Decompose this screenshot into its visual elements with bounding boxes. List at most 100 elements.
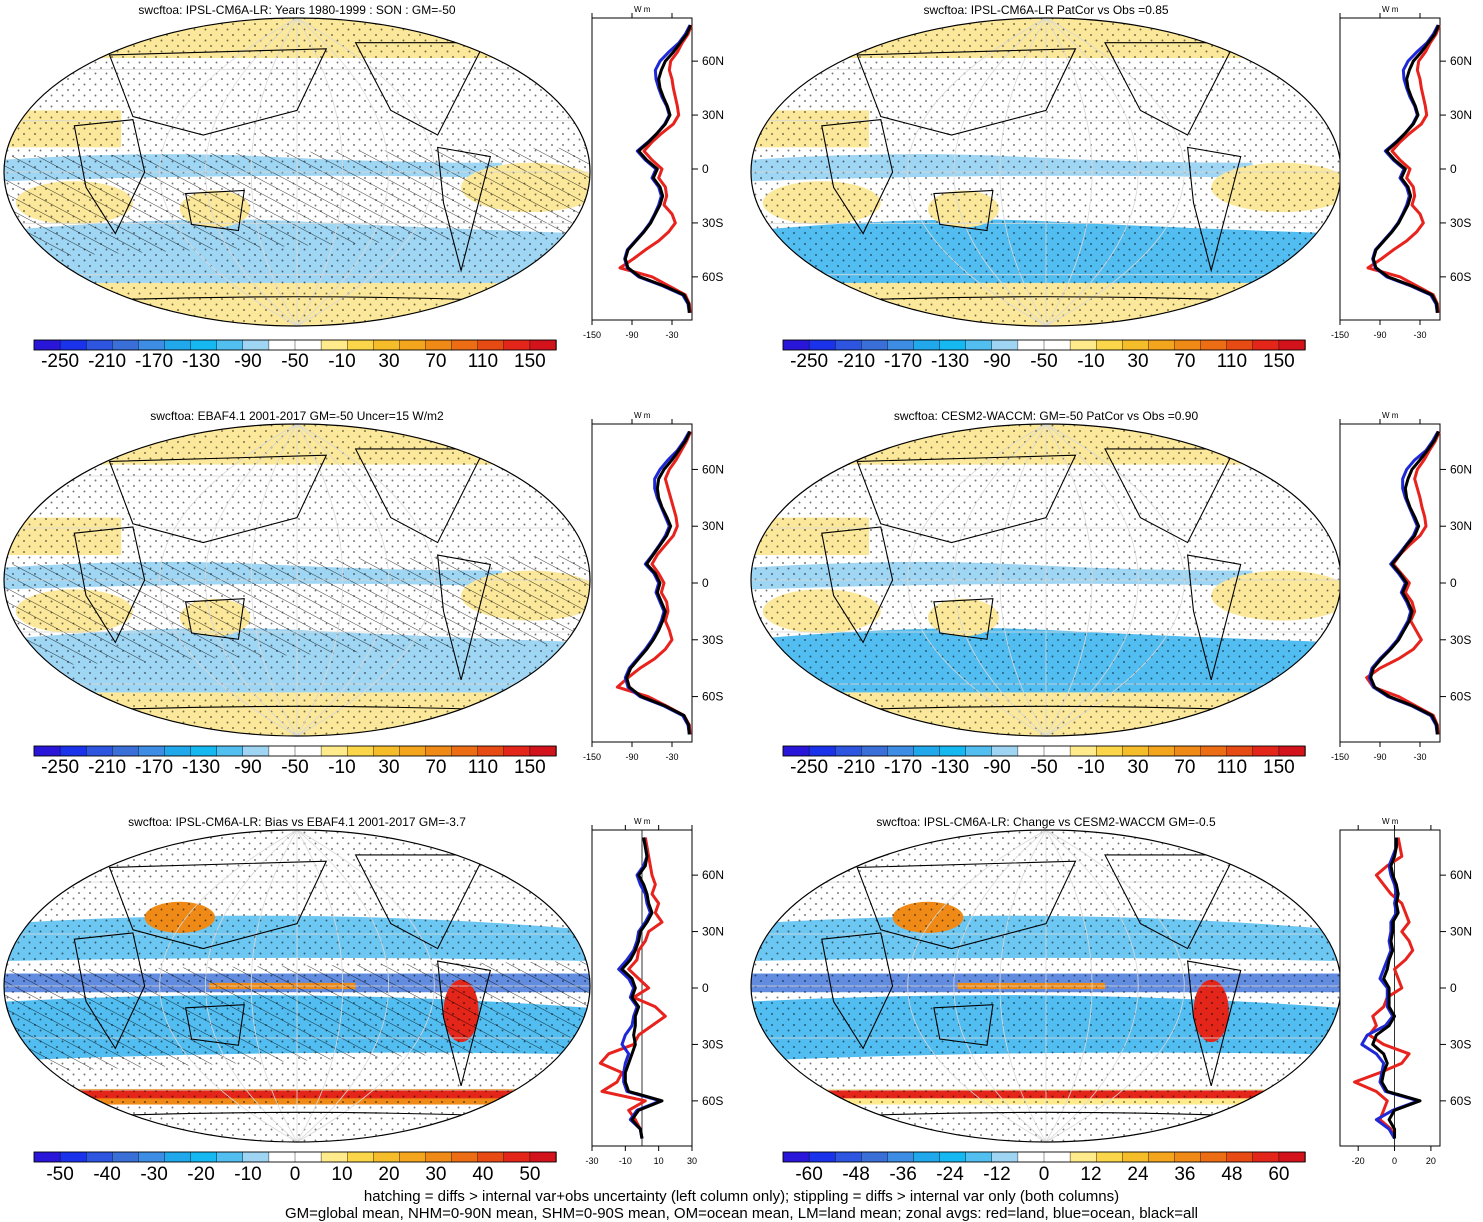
colorbar-swatch [939, 1151, 967, 1163]
colorbar-swatch [1226, 1151, 1254, 1163]
colorbar-tick-label: -250 [790, 757, 828, 778]
colorbar-swatch [477, 339, 505, 351]
map-title: swcftoa: IPSL-CM6A-LR PatCor vs Obs =0.8… [923, 3, 1168, 17]
colorbar-tick-label: 150 [514, 351, 546, 372]
graticule-lon [907, 424, 1047, 736]
map-panel [750, 829, 1342, 1143]
zonal-mean-panel: 60N 30N 0 30S 60S -150 -90 -30 W m [1331, 5, 1472, 340]
colorbar-frame [33, 745, 557, 757]
zonal-ytick-label: 60S [1450, 270, 1471, 284]
colorbar-swatch [373, 1151, 401, 1163]
colorbar-swatch [425, 1151, 453, 1163]
colorbar-swatch [268, 745, 296, 757]
graticule-lon [205, 424, 298, 736]
colorbar-tick-label: -50 [46, 1164, 73, 1185]
colorbar-tick-label: -50 [1030, 757, 1057, 778]
colorbar-swatch [399, 339, 427, 351]
colorbar-tick-label: 30 [1127, 351, 1148, 372]
colorbar-swatch [1017, 1151, 1045, 1163]
colorbar-tick-label: -90 [234, 757, 261, 778]
graticule-lon [953, 424, 1047, 736]
colorbar-tick-label: -170 [135, 351, 173, 372]
zonal-frame [1339, 17, 1441, 321]
colorbar-swatch [861, 745, 889, 757]
colorbar-tick-label: 110 [1217, 757, 1247, 778]
map-outline [3, 423, 591, 737]
zonal-xtick-label: -10 [619, 1156, 632, 1166]
colorbar-swatch [835, 745, 863, 757]
footer-note-hatching: hatching = diffs > internal var+obs unce… [363, 1188, 1120, 1205]
colorbar-swatch [1174, 745, 1202, 757]
zonal-mean-panel: 60N 30N 0 30S 60S -20 0 20 W m [1339, 817, 1472, 1166]
colorbar-tick-label: 30 [378, 757, 399, 778]
map-title: swcftoa: IPSL-CM6A-LR: Bias vs EBAF4.1 2… [128, 815, 466, 829]
graticule-lon [1045, 424, 1139, 736]
colorbar-swatch [477, 1151, 505, 1163]
colorbar-swatch [1122, 1151, 1150, 1163]
colorbar-swatch [138, 339, 166, 351]
colorbar-swatch [1278, 339, 1306, 351]
colorbar-tick-label: 150 [1263, 351, 1295, 372]
colorbar-tick-label: -12 [983, 1164, 1010, 1185]
colorbar-swatch [1252, 745, 1280, 757]
colorbar-tick-label: 150 [514, 757, 546, 778]
colorbar-swatch [164, 1151, 192, 1163]
colorbar-tick-label: 70 [425, 757, 446, 778]
zonal-mean-panel: 60N 30N 0 30S 60S -150 -90 -30 W m [1331, 411, 1472, 762]
zonal-xtick-label: -90 [625, 330, 638, 340]
zonal-line-all [1371, 24, 1441, 313]
colorbar: -60 -48 -36 -24 -12 0 12 24 36 48 60 [782, 1151, 1306, 1185]
zonal-xtick-label: -90 [1373, 330, 1386, 340]
colorbar-swatch [991, 745, 1019, 757]
colorbar-swatch [373, 745, 401, 757]
coastline [108, 860, 328, 950]
zonal-line-land [615, 430, 693, 735]
colorbar-tick-label: -250 [790, 351, 828, 372]
colorbar-swatch [782, 745, 810, 757]
colorbar-tick-label: -10 [1077, 757, 1104, 778]
colorbar-swatch [1200, 745, 1228, 757]
colorbar-swatch [268, 1151, 296, 1163]
zonal-line-land [1353, 837, 1415, 1140]
coastline [108, 48, 328, 136]
graticule-lon [1045, 18, 1139, 326]
colorbar-tick-label: 36 [1174, 1164, 1195, 1185]
colorbar-tick-label: -50 [1030, 351, 1057, 372]
graticule-lon [250, 424, 298, 736]
coastline [73, 526, 146, 644]
zonal-mean-panel: 60N 30N 0 30S 60S -30 -10 10 30 W m [585, 817, 724, 1166]
zonal-line-land [618, 24, 693, 313]
colorbar-swatch [503, 1151, 531, 1163]
colorbar-tick-label: -130 [182, 757, 220, 778]
zonal-xtick-label: -20 [1352, 1156, 1365, 1166]
colorbar-swatch [294, 339, 322, 351]
colorbar-swatch [59, 339, 87, 351]
graticule-lon [296, 830, 344, 1142]
zonal-ytick-label: 60S [1450, 690, 1471, 704]
colorbar-swatch [1148, 745, 1176, 757]
coastline [933, 189, 994, 232]
coastline [108, 454, 328, 544]
map-outline [3, 829, 591, 1143]
zonal-ytick-label: 30S [1450, 633, 1471, 647]
colorbar-swatch [1200, 339, 1228, 351]
graticule-lon [907, 18, 1047, 326]
colorbar-swatch [1252, 339, 1280, 351]
colorbar-tick-label: 50 [519, 1164, 540, 1185]
zonal-ytick-label: 30S [1450, 1037, 1471, 1051]
colorbar-swatch [1095, 1151, 1123, 1163]
colorbar-swatch [1148, 339, 1176, 351]
colorbar-swatch [913, 1151, 941, 1163]
graticule-lon [205, 18, 298, 326]
colorbar-swatch [190, 745, 218, 757]
colorbar-swatch [320, 745, 348, 757]
colorbar-swatch [965, 745, 993, 757]
graticule-lon [953, 830, 1047, 1142]
colorbar-swatch [1069, 745, 1097, 757]
zonal-xtick-label: -150 [583, 752, 601, 762]
colorbar-swatch [347, 745, 375, 757]
colorbar-swatch [965, 339, 993, 351]
coastline [73, 119, 146, 235]
zonal-units-label: W m [634, 817, 651, 826]
